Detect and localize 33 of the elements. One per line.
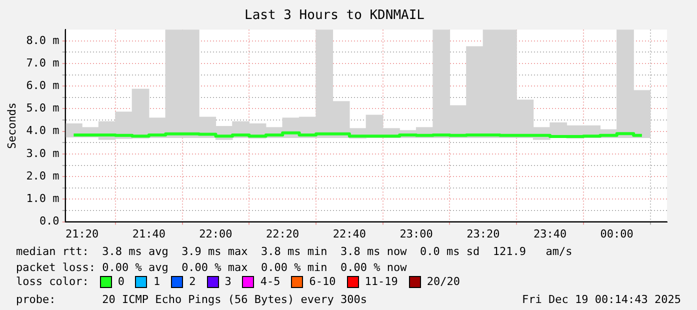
legend-label: 20/20	[426, 275, 460, 288]
legend-label: 4-5	[260, 275, 280, 288]
legend-label: 6-10	[309, 275, 336, 288]
x-tick-label: 23:00	[400, 227, 433, 240]
text: probe: 20 ICMP Echo Pings (56 Bytes) every 300s	[16, 293, 367, 306]
x-tick-label: 23:40	[533, 227, 567, 240]
chart-title: Last 3 Hours to KDNMAIL	[244, 8, 425, 24]
y-tick-label: 0.0	[39, 214, 60, 228]
text: packet loss: 0.00 % avg 0.00 % max 0.00 % min 0.00 % now	[16, 261, 407, 274]
x-tick-label: 21:40	[132, 227, 166, 240]
legend-label: 11-19	[364, 275, 398, 288]
x-tick-label: 22:20	[266, 227, 300, 240]
x-tick-label: 22:00	[199, 227, 232, 240]
legend-title: loss color:	[16, 275, 89, 288]
y-tick-label: 7.0 m	[26, 56, 60, 70]
y-tick-label: 2.0 m	[26, 169, 60, 182]
x-tick-label: 21:20	[65, 227, 99, 240]
text: median rtt: 3.8 ms avg 3.9 ms max 3.8 ms min 3.8 ms now 0.0 ms sd 121.9 am/s	[16, 245, 572, 258]
legend-label: 2	[189, 275, 196, 288]
legend-label: 0	[118, 275, 124, 288]
y-tick-label: 8.0 m	[26, 34, 60, 47]
y-tick-label: 3.0 m	[26, 146, 60, 160]
y-tick-label: 4.0 m	[26, 124, 60, 138]
x-tick-label: 22:40	[332, 227, 366, 240]
text: Fri Dec 19 00:14:43 2025	[522, 293, 681, 306]
x-tick-label: 23:20	[466, 227, 500, 240]
y-tick-label: 6.0 m	[26, 78, 60, 92]
y-tick-label: 1.0 m	[26, 192, 60, 206]
legend-label: 1	[153, 275, 160, 288]
y-axis-title: Seconds	[5, 102, 18, 149]
y-tick-label: 5.0 m	[26, 102, 60, 115]
legend-label: 3	[224, 275, 232, 288]
x-tick-label: 00:00	[600, 227, 634, 240]
